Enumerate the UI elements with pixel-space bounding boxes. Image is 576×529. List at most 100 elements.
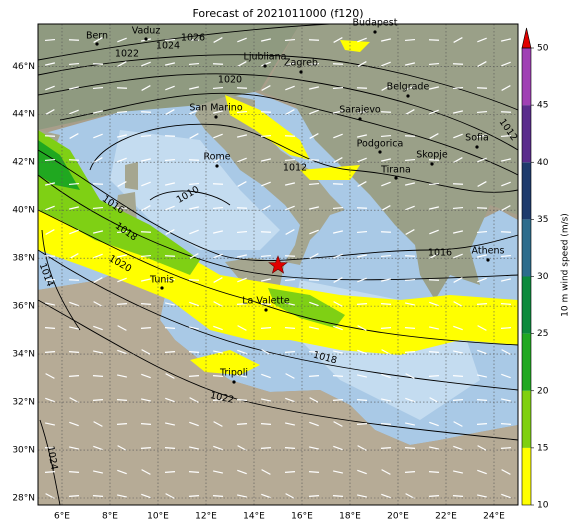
wind-barb [116, 134, 128, 138]
wind-barb [68, 471, 80, 473]
wind-barb [404, 302, 416, 306]
city-label: Zagreb [284, 58, 318, 69]
wind-barb [309, 301, 319, 307]
wind-barb [237, 181, 247, 187]
city-label: Sarajevo [339, 105, 381, 116]
wind-barb [236, 207, 248, 209]
lat-label: 32°N [12, 398, 35, 408]
wind-barb [212, 86, 224, 90]
wind-barb [236, 303, 248, 305]
wind-barb [285, 397, 295, 403]
wind-barb [333, 301, 343, 307]
wind-barb [500, 254, 512, 258]
lon-label: 14°E [243, 512, 265, 522]
wind-barb [212, 399, 224, 401]
land [225, 258, 285, 290]
wind-barb [68, 206, 80, 210]
wind-barb [428, 375, 440, 377]
wind-barb [332, 470, 344, 474]
map-title: Forecast of 2021011000 (f120) [192, 7, 363, 20]
wind-barb [45, 229, 55, 235]
wind-barb [45, 493, 55, 499]
wind-barb [477, 349, 487, 355]
city-label: Athens [472, 246, 505, 257]
wind-barb [140, 398, 152, 402]
wind-barb [453, 157, 463, 163]
wind-barb [93, 133, 103, 139]
wind-barbs [44, 37, 512, 499]
wind-barb [357, 61, 367, 67]
cities: Bern Vaduz Budapest Ljubliana Zagreb Bel… [86, 18, 505, 384]
wind-barb [93, 325, 103, 331]
land [125, 162, 138, 190]
wind-barb [356, 423, 368, 425]
wind-barb [285, 493, 295, 499]
wind-barb [165, 397, 175, 403]
wind-barb [381, 349, 391, 355]
wind-barb [68, 351, 80, 353]
wind-barb [117, 277, 127, 283]
wind-barb [476, 230, 488, 234]
wind-barb [404, 422, 416, 426]
wind-barb [380, 231, 392, 233]
wind-barb [44, 135, 56, 137]
wind-barb [452, 63, 464, 65]
wind-barb [92, 470, 104, 474]
wind-barb [116, 399, 128, 401]
wind-barb [237, 325, 247, 331]
wind-barb [453, 325, 463, 331]
wind-barb [141, 349, 151, 355]
wind-barb [452, 375, 464, 377]
wind-barb [429, 133, 439, 139]
wind-barb [477, 61, 487, 67]
wind-barb [357, 37, 367, 43]
wind-barb [429, 109, 439, 115]
wind-barb [44, 158, 56, 162]
wind-area [38, 130, 200, 275]
wind-barb [212, 470, 224, 474]
wind-barb [93, 445, 103, 451]
colorbar-segment [522, 447, 531, 505]
wind-barb [477, 469, 487, 475]
wind-barb [164, 38, 176, 42]
wind-barb [356, 110, 368, 114]
lat-label: 28°N [12, 494, 35, 504]
wind-barb [45, 109, 55, 115]
wind-barb [404, 327, 416, 329]
wind-barb [261, 469, 271, 475]
colorbar-tick-label: 30 [537, 272, 549, 282]
wind-barb [380, 38, 392, 42]
wind-barb [260, 254, 272, 258]
wind-barb [453, 301, 463, 307]
wind-barb [405, 229, 415, 235]
wind-barb [405, 493, 415, 499]
wind-barb [428, 182, 440, 186]
wind-barb [92, 495, 104, 497]
wind-area [38, 140, 80, 190]
wind-barb [453, 37, 463, 43]
wind-barb [284, 182, 296, 186]
wind-barb [92, 63, 104, 65]
wind-barb [356, 374, 368, 378]
wind-barb [140, 134, 152, 138]
wind-barb [237, 157, 247, 163]
wind-barb [356, 230, 368, 234]
wind-barb [452, 470, 464, 474]
wind-barb [380, 158, 392, 162]
wind-barb [236, 134, 248, 138]
wind-barb [236, 110, 248, 114]
wind-barb [188, 495, 200, 497]
wind-barb [332, 350, 344, 354]
wind-barb [92, 183, 104, 185]
isobars [38, 24, 518, 505]
wind-barb [357, 277, 367, 283]
wind-barb [453, 277, 463, 283]
wind-barb [333, 37, 343, 43]
city-label: Budapest [353, 18, 398, 29]
wind-barb [188, 86, 200, 90]
wind-barb [116, 254, 128, 258]
wind-barb [284, 38, 296, 42]
city-dot [214, 115, 218, 119]
wind-area [268, 288, 345, 328]
